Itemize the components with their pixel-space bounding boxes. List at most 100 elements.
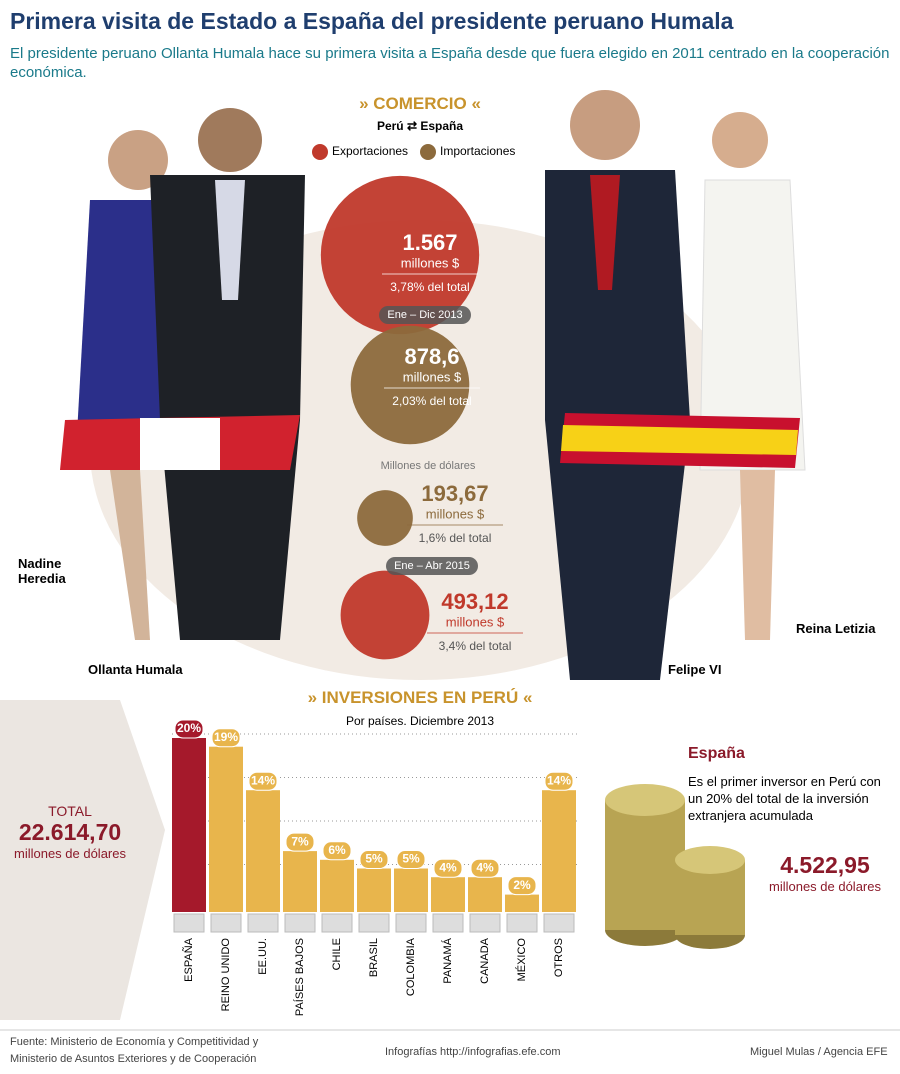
- value-label: 14%: [547, 773, 571, 787]
- legend-label: Importaciones: [440, 144, 515, 158]
- share-label: 3,78% del total: [390, 280, 469, 294]
- bar: [209, 746, 243, 912]
- spain-unit: millones de dólares: [768, 879, 881, 894]
- flag: [543, 913, 575, 933]
- trade-direction: Perú ⇄ España: [376, 119, 464, 133]
- value-pill: [248, 771, 278, 791]
- bar: [394, 868, 428, 912]
- value-label: 14%: [251, 773, 275, 787]
- period-label: Ene – Dic 2013: [387, 309, 462, 321]
- total-value: 22.614,70: [18, 819, 122, 845]
- credit: Miguel Mulas / Agencia EFE: [750, 1046, 888, 1058]
- photo-felipe: [545, 90, 690, 680]
- value-pill: [285, 832, 315, 852]
- site: Infografías http://infografias.efe.com: [385, 1046, 561, 1058]
- value-pill: [544, 771, 574, 791]
- flag: [247, 913, 279, 933]
- bar: [246, 790, 280, 912]
- value-label: 2%: [513, 878, 531, 892]
- value-label: 4%: [476, 860, 494, 874]
- exports-circle: [320, 175, 480, 335]
- exports-circle: [340, 570, 430, 660]
- value-label: 4%: [439, 860, 457, 874]
- unit-label: millones $: [446, 614, 505, 629]
- bar: [542, 790, 576, 912]
- bar: [505, 894, 539, 912]
- spain-box: 4.522,95 millones de dólares: [760, 852, 890, 894]
- bar: [320, 859, 354, 912]
- value-label: 6%: [328, 843, 346, 857]
- flag: [173, 913, 205, 933]
- from: Perú: [376, 119, 404, 133]
- share-label: 1,6% del total: [419, 531, 492, 545]
- total-unit: millones de dólares: [13, 846, 126, 861]
- period-pill: [386, 557, 478, 575]
- total-label: TOTAL: [48, 803, 92, 819]
- bar: [468, 877, 502, 912]
- value-pill: [322, 841, 352, 861]
- value-label: 7%: [291, 834, 309, 848]
- x-tick-label: PAÍSES BAJOS: [293, 938, 306, 1016]
- unit-label: millones $: [403, 369, 462, 384]
- x-tick-label: COLOMBIA: [405, 937, 417, 996]
- x-tick-label: CHILE: [331, 938, 343, 970]
- flag: [506, 913, 538, 933]
- value-pill: [470, 858, 500, 878]
- value-pill: [211, 728, 241, 748]
- photo-letizia: [699, 112, 806, 640]
- imports-circle: [357, 490, 413, 546]
- photo-ollanta: [150, 108, 305, 640]
- source: Fuente: Ministerio de Economía y Competi…: [10, 1036, 259, 1065]
- period-label: Ene – Abr 2015: [394, 560, 470, 572]
- flag-spain: [560, 413, 800, 468]
- x-tick-label: MÉXICO: [515, 938, 528, 982]
- subtitle: El presidente peruano Ollanta Humala hac…: [10, 45, 890, 81]
- heading-text: COMERCIO: [373, 94, 467, 113]
- value-label: 19%: [214, 730, 238, 744]
- unit-label: millones $: [426, 506, 485, 521]
- flag: [358, 913, 390, 933]
- value-label: 20%: [177, 721, 201, 735]
- flag: [284, 913, 316, 933]
- x-tick-label: OTROS: [553, 938, 565, 977]
- x-tick-label: BRASIL: [368, 938, 380, 977]
- period-pill: [379, 306, 471, 324]
- unit-note: Millones de dólares: [381, 460, 476, 472]
- person-label: Nadine Heredia: [18, 556, 66, 586]
- value-label: 5%: [402, 852, 420, 866]
- value-label: 878,6: [404, 344, 459, 369]
- total-panel: [0, 700, 165, 1020]
- bar: [431, 877, 465, 912]
- to: España: [420, 119, 464, 133]
- value-pill: [507, 876, 537, 896]
- x-tick-label: ESPAÑA: [182, 937, 195, 981]
- legend-swatch: [312, 144, 328, 160]
- flag: [469, 913, 501, 933]
- value-label: 193,67: [421, 481, 488, 506]
- value-label: 493,12: [441, 589, 508, 614]
- x-tick-label: CANADA: [479, 937, 491, 984]
- value-label: 5%: [365, 852, 383, 866]
- spain-text: Es el primer inversor en Perú con un 20%…: [688, 774, 881, 823]
- spain-value: 4.522,95: [780, 852, 870, 878]
- flag: [395, 913, 427, 933]
- flag-peru: [60, 415, 300, 470]
- coins: [605, 784, 745, 949]
- flag: [432, 913, 464, 933]
- flag: [210, 913, 242, 933]
- bar: [172, 738, 206, 912]
- legend-swatch: [420, 144, 436, 160]
- value-label: 1.567: [402, 230, 457, 255]
- spain-title: España: [688, 745, 745, 762]
- share-label: 3,4% del total: [439, 639, 512, 653]
- title: Primera visita de Estado a España del pr…: [10, 8, 734, 34]
- trade-heading: » COMERCIO «: [359, 94, 481, 113]
- chart-heading: » INVERSIONES EN PERÚ «: [307, 688, 533, 707]
- unit-label: millones $: [401, 255, 460, 270]
- person-label: Felipe VI: [668, 662, 722, 677]
- value-pill: [433, 858, 463, 878]
- flag: [321, 913, 353, 933]
- share-label: 2,03% del total: [392, 394, 471, 408]
